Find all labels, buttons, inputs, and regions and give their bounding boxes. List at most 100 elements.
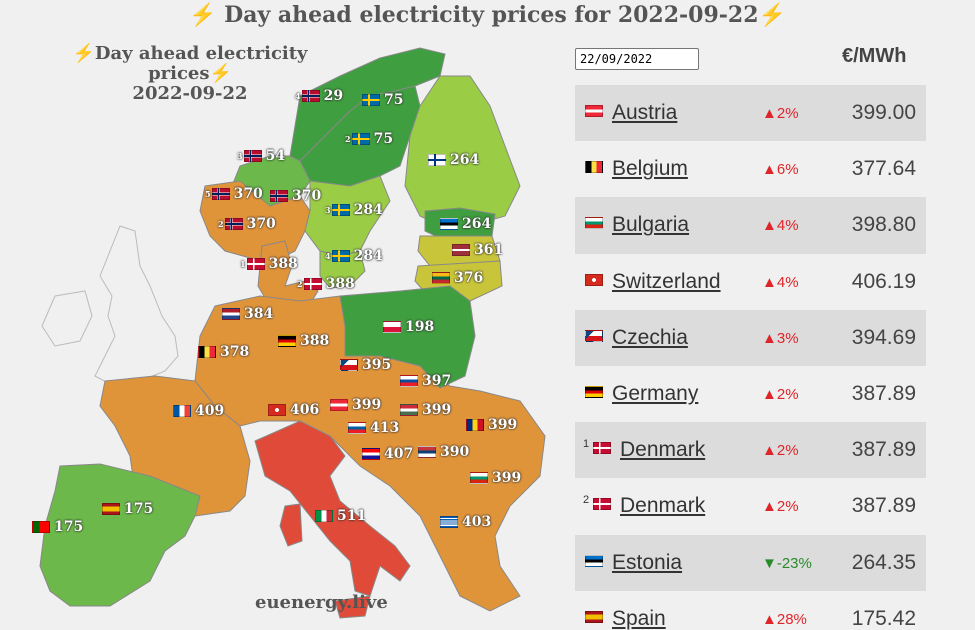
zone-number: 3 xyxy=(325,205,331,215)
map-price-value: 413 xyxy=(370,420,400,436)
map-price-label: 370 xyxy=(270,188,321,204)
map-price-label: 2 388 xyxy=(297,276,355,292)
map-price-label: 264 xyxy=(428,152,479,168)
country-link[interactable]: Estonia xyxy=(612,550,683,574)
country-link[interactable]: Austria xyxy=(612,101,678,124)
page-title: ⚡ Day ahead electricity prices for 2022-… xyxy=(0,2,975,28)
bulgaria-flag-icon xyxy=(585,217,603,230)
map-price-label: 397 xyxy=(400,373,451,389)
country-link[interactable]: Czechia xyxy=(612,325,688,349)
map-region-sardinia xyxy=(279,503,303,547)
price-change: ▲28% xyxy=(762,610,807,628)
map-price-label: 3 54 xyxy=(237,148,285,164)
map-region-poland xyxy=(339,285,476,389)
country-link[interactable]: Bulgaria xyxy=(612,213,690,237)
map-price-value: 407 xyxy=(384,446,414,462)
map-price-value: 264 xyxy=(462,216,492,232)
price-change: ▲2% xyxy=(762,442,799,460)
map-price-value: 370 xyxy=(246,216,276,232)
country-link[interactable]: Switzerland xyxy=(612,269,721,293)
map-price-label: 407 xyxy=(362,446,413,462)
austria-flag-icon xyxy=(330,399,348,411)
zone-number: 4 xyxy=(325,251,331,261)
map-price-label: 388 xyxy=(278,333,329,349)
price-value: 394.69 xyxy=(851,325,916,349)
country-link[interactable]: Spain xyxy=(612,606,666,630)
map-price-value: 75 xyxy=(384,92,404,108)
map-price-value: 361 xyxy=(474,242,504,258)
map-price-label: 198 xyxy=(383,319,434,335)
sweden-flag-icon xyxy=(351,133,370,145)
map-price-value: 370 xyxy=(233,186,263,202)
map-price-label: 5 370 xyxy=(205,186,263,202)
lightning-bolt-icon: ⚡ xyxy=(209,63,232,84)
slovakia-flag-icon xyxy=(400,375,418,387)
map-price-value: 54 xyxy=(265,148,286,164)
map-price-value: 388 xyxy=(325,276,355,292)
zone-number: 2 xyxy=(583,494,590,507)
zone-number: 2 xyxy=(297,279,303,289)
map-price-label: 75 xyxy=(362,92,403,108)
table-row: Germany ▲2% 387.89 xyxy=(575,366,926,422)
map-price-value: 511 xyxy=(337,508,367,524)
map-price-label: 175 xyxy=(102,501,153,517)
map-price-value: 376 xyxy=(454,270,484,286)
map-region-iberia xyxy=(39,463,201,607)
map-footer: euenergy.live xyxy=(255,592,388,613)
norway-flag-icon xyxy=(301,90,320,102)
map-price-value: 370 xyxy=(292,188,322,204)
map-price-value: 388 xyxy=(268,256,298,272)
table-row: Spain ▲28% 175.42 xyxy=(575,591,926,630)
country-link[interactable]: Germany xyxy=(612,381,699,405)
slovenia-flag-icon xyxy=(348,422,366,434)
map-region-uk xyxy=(94,225,179,385)
map-price-value: 284 xyxy=(353,248,383,264)
map-title: ⚡Day ahead electricity prices⚡ 2022-09-2… xyxy=(30,44,350,104)
table-row: Belgium ▲6% 377.64 xyxy=(575,141,926,197)
map-price-label: 399 xyxy=(330,397,381,413)
price-value: 399.00 xyxy=(851,101,916,124)
denmark-flag-icon xyxy=(303,278,322,290)
map-price-label: 399 xyxy=(400,402,451,418)
price-change: ▲3% xyxy=(762,329,799,347)
map-region-denmark xyxy=(257,240,319,307)
zone-number: 1 xyxy=(240,259,246,269)
poland-flag-icon xyxy=(383,321,401,333)
table-row: 2 Denmark ▲2% 387.89 xyxy=(575,478,926,534)
greece-flag-icon xyxy=(440,516,458,528)
norway-flag-icon xyxy=(211,188,230,200)
map-price-value: 284 xyxy=(353,202,383,218)
norway-flag-icon xyxy=(270,190,288,202)
country-link[interactable]: Denmark xyxy=(620,438,706,462)
price-value: 387.89 xyxy=(851,438,916,462)
map-region-ireland xyxy=(41,290,93,347)
europe-price-map: ⚡Day ahead electricity prices⚡ 2022-09-2… xyxy=(0,36,560,630)
map-price-label: 4 284 xyxy=(325,248,383,264)
romania-flag-icon xyxy=(466,419,484,431)
map-price-value: 399 xyxy=(492,470,522,486)
lightning-bolt-icon: ⚡ xyxy=(758,2,786,28)
map-price-value: 406 xyxy=(290,402,320,418)
page-title-text: Day ahead electricity prices for 2022-09… xyxy=(224,2,759,28)
table-row: Estonia ▼-23% 264.35 xyxy=(575,534,926,591)
portugal-flag-icon xyxy=(32,521,50,533)
map-price-value: 399 xyxy=(488,417,518,433)
table-row: Czechia ▲3% 394.69 xyxy=(575,309,926,366)
map-price-value: 378 xyxy=(220,344,250,360)
map-price-label: 406 xyxy=(268,402,319,418)
map-price-label: 1 388 xyxy=(240,256,298,272)
price-table: Austria ▲2% 399.00 Belgium ▲6% 377.64 Bulgaria… xyxy=(575,85,926,630)
map-price-value: 198 xyxy=(405,319,435,335)
map-price-value: 399 xyxy=(352,397,382,413)
price-value: 264.35 xyxy=(851,550,916,574)
table-row: Austria ▲2% 399.00 xyxy=(575,85,926,142)
map-svg xyxy=(39,47,546,619)
sweden-flag-icon xyxy=(331,204,350,216)
country-link[interactable]: Belgium xyxy=(612,157,688,181)
date-input[interactable] xyxy=(575,48,699,70)
map-price-label: 361 xyxy=(452,242,503,258)
map-price-label: 378 xyxy=(198,344,249,360)
country-link[interactable]: Denmark xyxy=(620,494,706,518)
map-price-label: 403 xyxy=(440,514,491,530)
map-price-value: 75 xyxy=(373,131,394,147)
